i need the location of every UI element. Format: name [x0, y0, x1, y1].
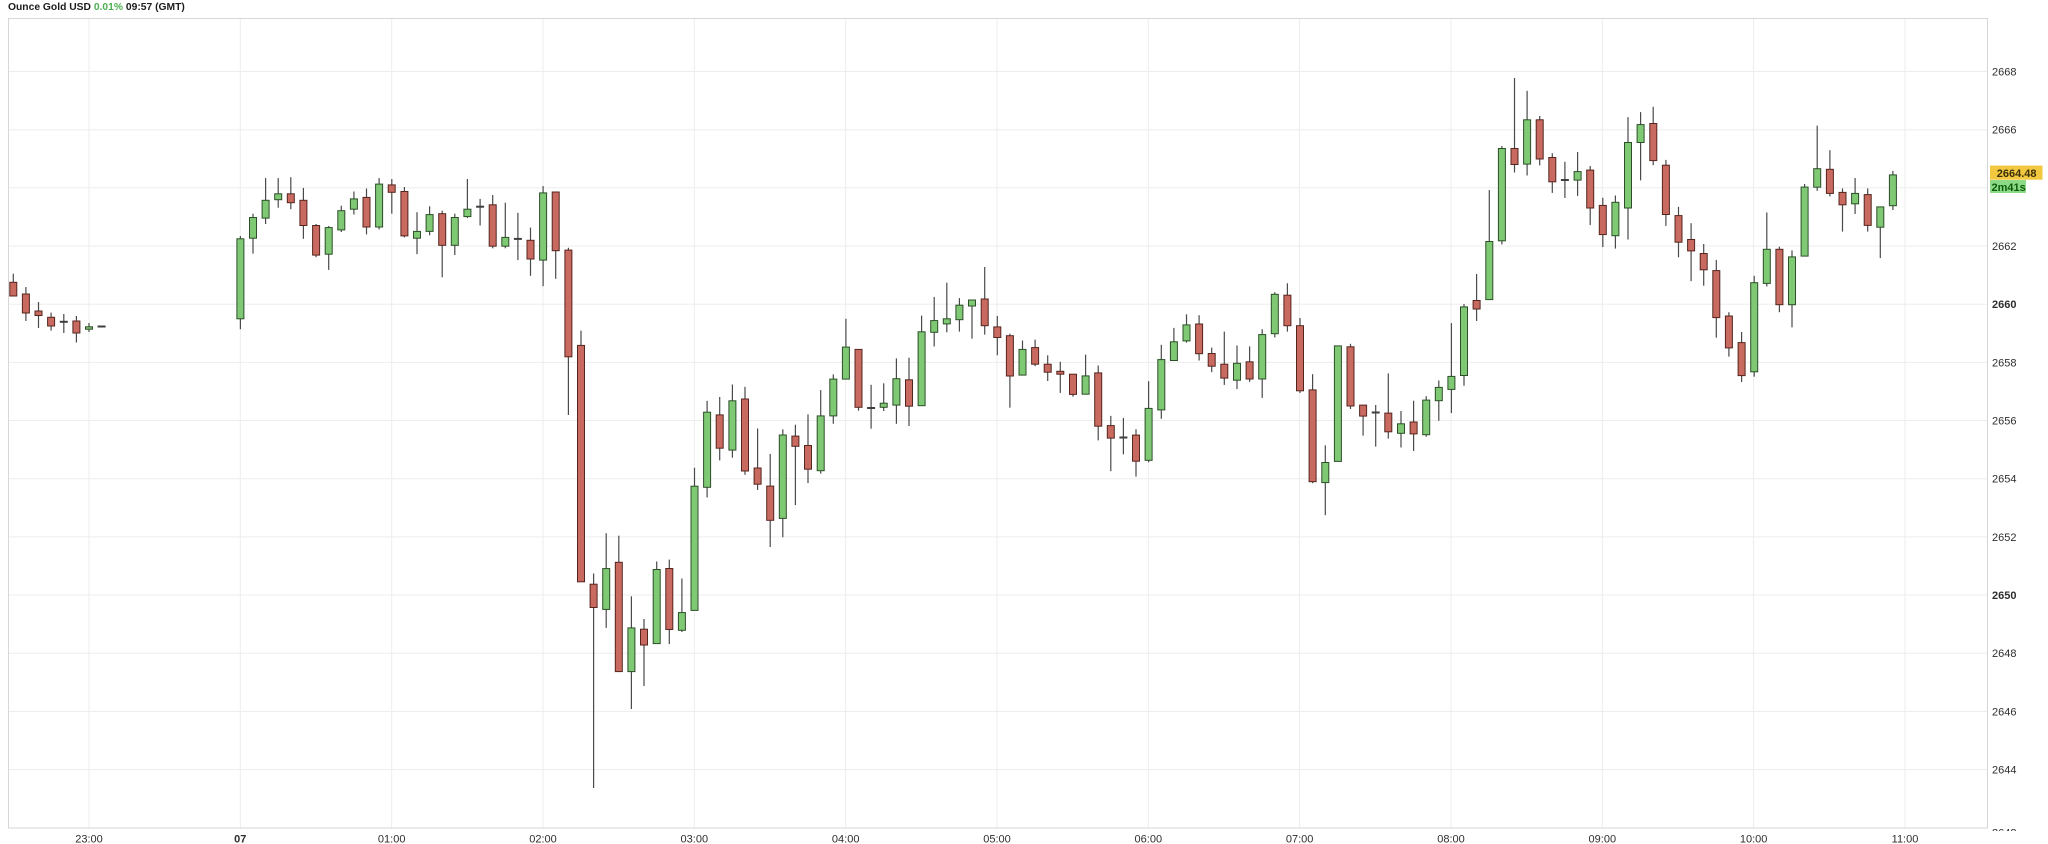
svg-text:01:00: 01:00 — [378, 834, 406, 844]
svg-text:2654: 2654 — [1992, 474, 2016, 486]
svg-text:2652: 2652 — [1992, 532, 2016, 544]
svg-text:2656: 2656 — [1992, 416, 2016, 428]
svg-text:06:00: 06:00 — [1135, 834, 1163, 844]
svg-text:11:00: 11:00 — [1892, 834, 1919, 844]
svg-text:Ounce Gold USD 0.01% 09:57 (GM: Ounce Gold USD 0.01% 09:57 (GMT) — [8, 2, 185, 13]
svg-text:2648: 2648 — [1992, 648, 2016, 660]
svg-text:07:00: 07:00 — [1286, 834, 1314, 844]
svg-text:2662: 2662 — [1992, 241, 2016, 253]
svg-text:10:00: 10:00 — [1740, 834, 1768, 844]
svg-text:03:00: 03:00 — [681, 834, 709, 844]
svg-text:05:00: 05:00 — [983, 834, 1011, 844]
svg-text:2664.48: 2664.48 — [1997, 168, 2037, 180]
svg-text:23:00: 23:00 — [75, 834, 103, 844]
svg-text:08:00: 08:00 — [1437, 834, 1465, 844]
svg-text:2666: 2666 — [1992, 125, 2016, 137]
svg-text:2660: 2660 — [1992, 299, 2016, 311]
svg-text:2658: 2658 — [1992, 357, 2016, 369]
svg-text:04:00: 04:00 — [832, 834, 860, 844]
svg-text:2668: 2668 — [1992, 67, 2016, 79]
svg-text:07: 07 — [234, 834, 246, 844]
svg-text:2m41s: 2m41s — [1992, 182, 2026, 194]
svg-text:2642: 2642 — [1992, 828, 2016, 840]
svg-text:2650: 2650 — [1992, 590, 2016, 602]
svg-text:09:00: 09:00 — [1589, 834, 1617, 844]
svg-text:2644: 2644 — [1992, 765, 2016, 777]
svg-text:02:00: 02:00 — [529, 834, 557, 844]
svg-text:2646: 2646 — [1992, 706, 2016, 718]
